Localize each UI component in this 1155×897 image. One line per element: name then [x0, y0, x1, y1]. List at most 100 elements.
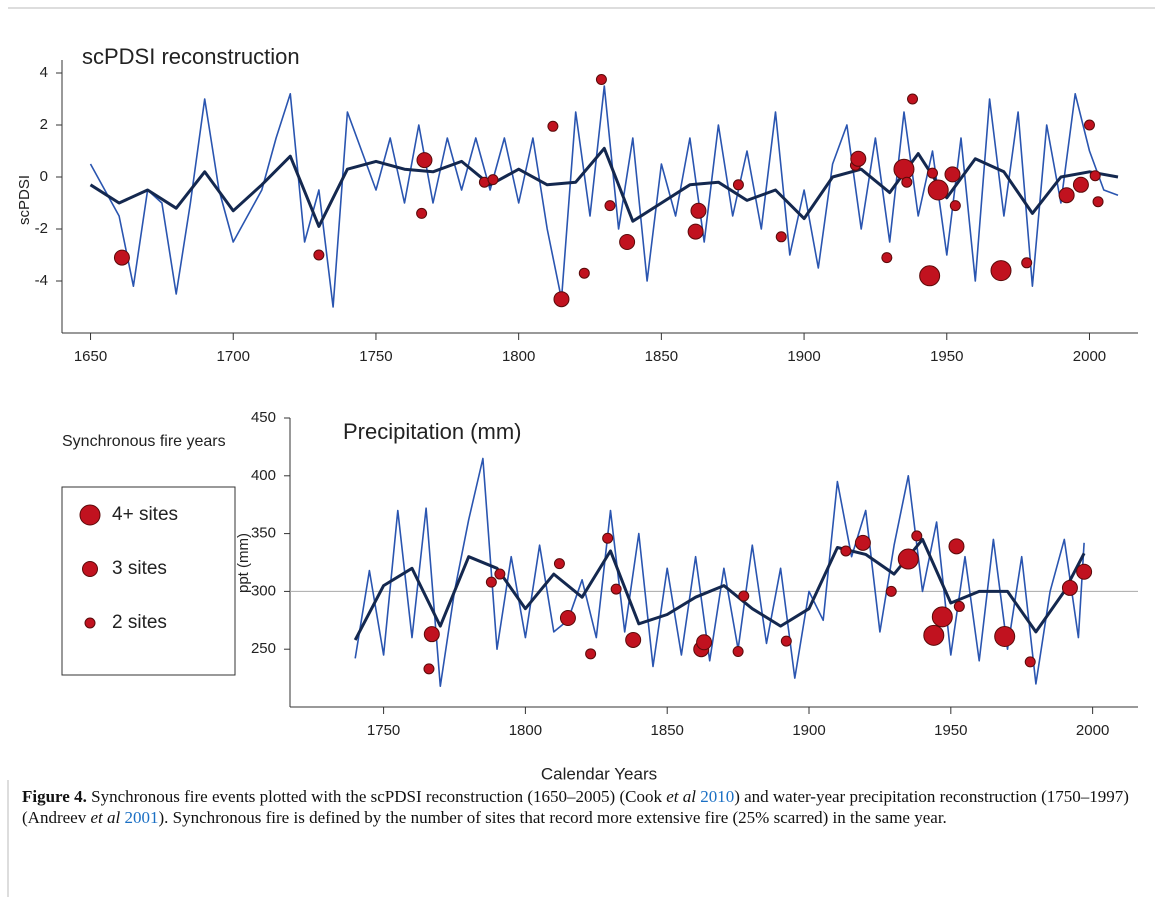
fire-event — [923, 624, 945, 646]
fire-event — [944, 166, 961, 183]
fire-event — [990, 260, 1012, 282]
y-tick-label: 350 — [251, 525, 276, 542]
y-tick-label: -4 — [35, 272, 48, 289]
x-tick-label: 2000 — [1073, 348, 1106, 365]
fire-event — [113, 249, 130, 266]
y-tick-label: 450 — [251, 409, 276, 426]
x-tick-label: 1750 — [359, 348, 392, 365]
x-tick-label: 1650 — [74, 348, 107, 365]
caption-text: 2001 — [124, 808, 159, 827]
caption-text: ) and water-year precipitation reconstru… — [22, 787, 1129, 827]
fire-event — [553, 558, 565, 570]
fire-event — [585, 648, 597, 660]
legend-marker — [84, 617, 96, 629]
legend-label: 2 sites — [112, 612, 167, 633]
fire-event — [732, 646, 744, 658]
fire-event — [1024, 656, 1036, 668]
fire-event — [1089, 170, 1101, 182]
x-tick-label: 1700 — [217, 348, 250, 365]
fire-event — [893, 158, 915, 180]
fire-event — [775, 231, 787, 243]
fire-event — [313, 249, 325, 261]
fire-event — [732, 179, 744, 191]
x-axis-label: Calendar Years — [541, 764, 657, 780]
x-tick-label: 1750 — [367, 722, 400, 739]
y-axis-label: scPDSI — [16, 175, 33, 225]
legend-marker — [79, 504, 101, 526]
x-tick-label: 1850 — [651, 722, 684, 739]
fire-event — [850, 150, 867, 167]
fire-event — [547, 120, 559, 132]
fire-event — [487, 174, 499, 186]
x-tick-label: 1950 — [934, 722, 967, 739]
fire-event — [994, 625, 1016, 647]
fire-event — [949, 200, 961, 212]
fire-event — [854, 534, 871, 551]
y-tick-label: 0 — [40, 168, 48, 185]
fire-event — [911, 530, 923, 542]
fire-event — [625, 631, 642, 648]
fire-event — [1061, 579, 1078, 596]
x-tick-label: 1900 — [787, 348, 820, 365]
fire-event — [881, 252, 893, 264]
fire-event — [610, 583, 622, 595]
fire-event — [948, 538, 965, 555]
caption-text: Figure 4. — [22, 787, 87, 806]
fire-event — [1058, 187, 1075, 204]
legend-label: 4+ sites — [112, 504, 178, 525]
legend-marker — [82, 561, 98, 577]
series-line — [354, 457, 1085, 687]
x-tick-label: 1850 — [645, 348, 678, 365]
series-line — [353, 537, 1086, 641]
caption-text: 2010 — [700, 787, 735, 806]
fire-event — [423, 626, 440, 643]
y-tick-label: 300 — [251, 582, 276, 599]
fire-event — [553, 291, 570, 308]
fire-event — [1076, 563, 1093, 580]
y-tick-label: -2 — [35, 220, 48, 237]
fire-event — [485, 576, 497, 588]
legend-title: Synchronous fire years — [62, 433, 226, 450]
x-tick-label: 1800 — [509, 722, 542, 739]
legend-label: 3 sites — [112, 558, 167, 579]
caption-text: et al — [90, 808, 121, 827]
fire-event — [690, 202, 707, 219]
chart-title: scPDSI reconstruction — [82, 44, 300, 69]
fire-event — [1083, 119, 1095, 131]
fire-event — [416, 207, 428, 219]
fire-event — [559, 609, 576, 626]
fire-event — [927, 167, 939, 179]
fire-event — [1021, 257, 1033, 269]
fire-event — [927, 179, 949, 201]
fire-event — [907, 93, 919, 105]
x-tick-label: 2000 — [1076, 722, 1109, 739]
y-tick-label: 400 — [251, 467, 276, 484]
fire-event — [595, 74, 607, 85]
y-tick-label: 250 — [251, 640, 276, 657]
fire-event — [423, 663, 435, 675]
fire-event — [919, 265, 941, 287]
fire-event — [931, 606, 953, 628]
fire-event — [1092, 196, 1104, 208]
fire-event — [604, 200, 616, 212]
x-tick-label: 1900 — [792, 722, 825, 739]
caption-text: Synchronous fire events plotted with the… — [86, 787, 667, 806]
fire-event — [897, 548, 919, 570]
fire-event — [885, 585, 897, 597]
fire-event — [416, 152, 433, 169]
fire-event — [578, 267, 590, 279]
fire-event — [953, 600, 965, 612]
fire-event — [1072, 176, 1089, 193]
y-tick-label: 4 — [40, 64, 48, 81]
fire-event — [619, 234, 636, 250]
fire-event — [738, 590, 750, 602]
fire-event — [602, 532, 614, 544]
fire-event — [840, 545, 852, 557]
series-line — [89, 85, 1119, 308]
x-tick-label: 1950 — [930, 348, 963, 365]
legend-box — [61, 486, 236, 676]
y-axis-label: ppt (mm) — [235, 533, 252, 593]
y-tick-label: 2 — [40, 116, 48, 133]
x-tick-label: 1800 — [502, 348, 535, 365]
